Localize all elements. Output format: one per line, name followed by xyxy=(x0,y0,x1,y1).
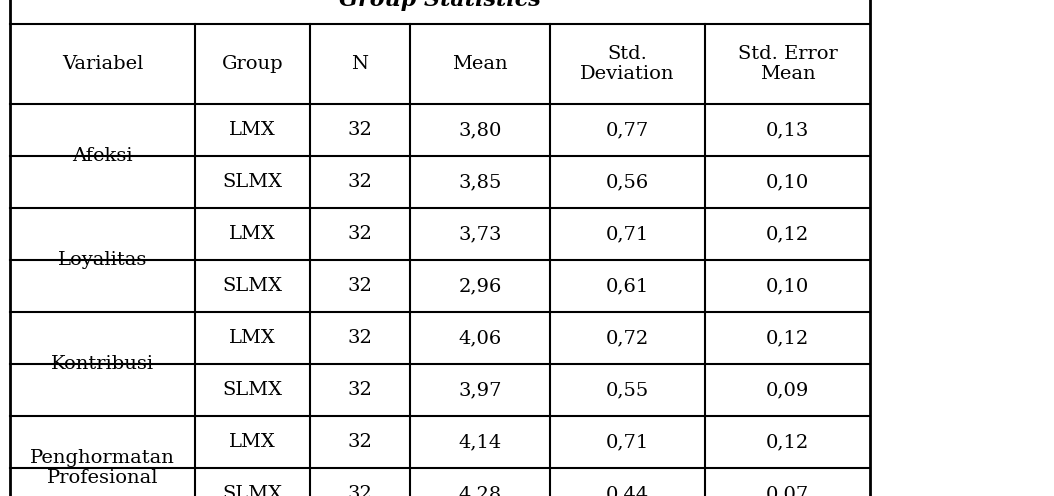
Text: Kontribusi: Kontribusi xyxy=(51,355,154,373)
Text: 0,13: 0,13 xyxy=(766,121,809,139)
Text: LMX: LMX xyxy=(229,121,276,139)
Text: 0,71: 0,71 xyxy=(606,433,649,451)
Text: Group Statistics: Group Statistics xyxy=(339,0,541,11)
Text: 32: 32 xyxy=(348,381,372,399)
Text: 3,73: 3,73 xyxy=(458,225,502,243)
Text: SLMX: SLMX xyxy=(222,381,282,399)
Text: 32: 32 xyxy=(348,433,372,451)
Text: N: N xyxy=(351,55,369,73)
Text: 4,14: 4,14 xyxy=(458,433,502,451)
Text: 32: 32 xyxy=(348,485,372,496)
Text: 0,12: 0,12 xyxy=(766,329,809,347)
Bar xyxy=(9,104,870,156)
Text: 4,06: 4,06 xyxy=(458,329,502,347)
Text: 0,10: 0,10 xyxy=(766,277,809,295)
Text: 0,55: 0,55 xyxy=(606,381,649,399)
Bar xyxy=(9,416,870,468)
Bar xyxy=(9,156,870,208)
Text: 0,77: 0,77 xyxy=(606,121,649,139)
Text: 0,07: 0,07 xyxy=(766,485,809,496)
Text: Group: Group xyxy=(221,55,284,73)
Text: 0,09: 0,09 xyxy=(766,381,809,399)
Bar xyxy=(9,312,870,364)
Bar xyxy=(9,208,870,260)
Text: 3,85: 3,85 xyxy=(458,173,502,191)
Bar xyxy=(9,0,870,24)
Text: 0,71: 0,71 xyxy=(606,225,649,243)
Text: 32: 32 xyxy=(348,225,372,243)
Text: 0,12: 0,12 xyxy=(766,433,809,451)
Text: 32: 32 xyxy=(348,277,372,295)
Text: 32: 32 xyxy=(348,329,372,347)
Text: SLMX: SLMX xyxy=(222,485,282,496)
Text: Std.
Deviation: Std. Deviation xyxy=(581,45,675,83)
Text: 3,97: 3,97 xyxy=(458,381,502,399)
Text: LMX: LMX xyxy=(229,329,276,347)
Text: 0,56: 0,56 xyxy=(606,173,649,191)
Text: 2,96: 2,96 xyxy=(458,277,502,295)
Text: 0,10: 0,10 xyxy=(766,173,809,191)
Text: 0,72: 0,72 xyxy=(606,329,649,347)
Text: Mean: Mean xyxy=(452,55,508,73)
Text: Std. Error
Mean: Std. Error Mean xyxy=(738,45,837,83)
Bar xyxy=(9,260,870,312)
Text: SLMX: SLMX xyxy=(222,277,282,295)
Text: 4,28: 4,28 xyxy=(458,485,502,496)
Text: LMX: LMX xyxy=(229,433,276,451)
Text: Afeksi: Afeksi xyxy=(72,147,133,165)
Bar xyxy=(9,468,870,496)
Text: 32: 32 xyxy=(348,121,372,139)
Text: Variabel: Variabel xyxy=(62,55,143,73)
Text: 0,61: 0,61 xyxy=(606,277,649,295)
Text: 0,44: 0,44 xyxy=(606,485,649,496)
Text: LMX: LMX xyxy=(229,225,276,243)
Text: Penghormatan
Profesional: Penghormatan Profesional xyxy=(31,448,175,488)
Bar xyxy=(9,364,870,416)
Text: 0,12: 0,12 xyxy=(766,225,809,243)
Text: 3,80: 3,80 xyxy=(458,121,502,139)
Text: 32: 32 xyxy=(348,173,372,191)
Text: Loyalitas: Loyalitas xyxy=(58,251,148,269)
Text: SLMX: SLMX xyxy=(222,173,282,191)
Bar xyxy=(9,24,870,104)
